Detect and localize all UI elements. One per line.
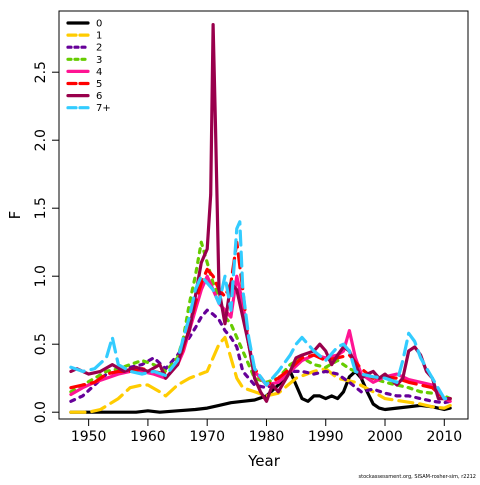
- legend-label: 6: [96, 91, 102, 102]
- y-tick-label: 1.5: [33, 197, 49, 219]
- y-tick-label: 0.5: [33, 333, 49, 355]
- series-layer: [69, 23, 452, 414]
- legend-label: 3: [96, 55, 102, 66]
- x-axis-title: Year: [247, 452, 281, 470]
- x-tick-label: 1980: [249, 429, 285, 445]
- y-tick-label: 2.0: [33, 129, 49, 151]
- series-line-0: [69, 369, 452, 414]
- x-axis: 1950 1960 1970 1980 1990 2000 2010: [71, 418, 462, 445]
- legend-label: 2: [96, 43, 102, 54]
- series-line-7plus: [69, 220, 452, 401]
- series-line-6: [69, 23, 452, 403]
- legend-label: 1: [96, 31, 102, 42]
- y-tick-label: 1.0: [33, 265, 49, 287]
- y-axis-title: F: [6, 211, 24, 220]
- legend-label: 0: [96, 19, 102, 30]
- series-line-5: [69, 240, 452, 401]
- x-tick-label: 1990: [308, 429, 344, 445]
- x-tick-label: 2010: [426, 429, 462, 445]
- x-tick-label: 1970: [189, 429, 225, 445]
- legend-label: 7+: [96, 103, 111, 114]
- x-tick-label: 1950: [71, 429, 107, 445]
- legend-label: 5: [96, 79, 102, 90]
- y-tick-label: 0.0: [33, 401, 49, 423]
- series-line-2: [69, 308, 452, 405]
- y-axis: 0.0 0.5 1.0 1.5 2.0 2.5: [33, 61, 60, 423]
- x-tick-label: 1960: [130, 429, 166, 445]
- footnote: stockassessment.org, SISAM-rosher-sim, r…: [359, 474, 476, 480]
- y-tick-label: 2.5: [33, 61, 49, 83]
- legend-label: 4: [96, 67, 102, 78]
- series-line-1: [69, 335, 452, 414]
- x-tick-label: 2000: [367, 429, 403, 445]
